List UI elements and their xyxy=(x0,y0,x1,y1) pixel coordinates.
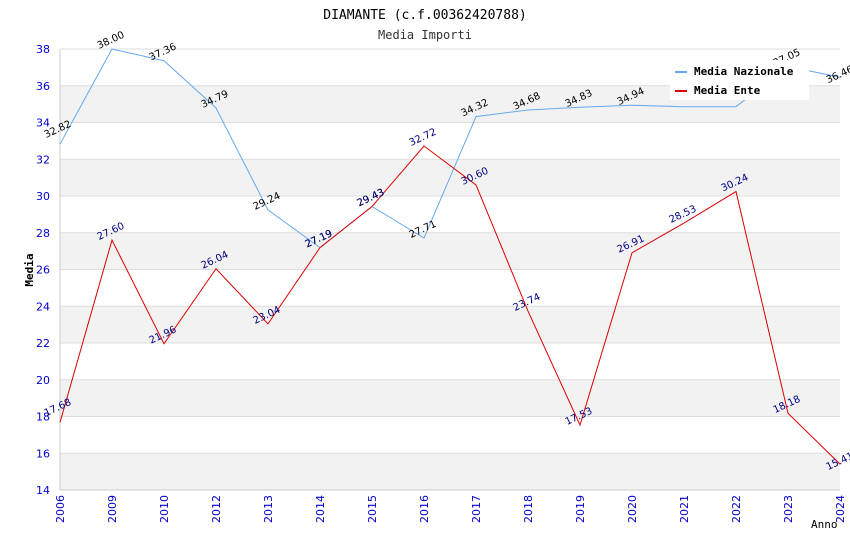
y-tick-label: 22 xyxy=(36,337,50,350)
chart-subtitle: Media Importi xyxy=(378,28,472,42)
y-axis-ticks: 14 16 18 20 22 24 26 28 30 32 34 36 38 xyxy=(36,43,50,497)
y-tick-label: 30 xyxy=(36,190,50,203)
grid-band xyxy=(60,343,840,380)
x-axis-ticks: 2006 2009 2010 2012 2013 2014 2015 2016 2017 2018… xyxy=(54,495,847,523)
x-tick-label: 2018 xyxy=(522,495,535,523)
grid-band xyxy=(60,416,840,454)
grid-band xyxy=(60,306,840,343)
legend-label-nazionale: Media Nazionale xyxy=(694,65,794,78)
y-tick-label: 36 xyxy=(36,80,50,93)
x-tick-label: 2013 xyxy=(262,495,275,523)
y-tick-label: 32 xyxy=(36,153,50,166)
y-tick-label: 38 xyxy=(36,43,50,56)
grid-band xyxy=(60,269,840,307)
y-tick-label: 14 xyxy=(36,484,50,497)
y-tick-label: 26 xyxy=(36,264,50,277)
x-tick-label: 2022 xyxy=(730,495,743,523)
grid-band xyxy=(60,196,840,233)
grid-band xyxy=(60,453,840,490)
x-tick-label: 2014 xyxy=(314,495,327,523)
x-tick-label: 2006 xyxy=(54,495,67,523)
x-tick-label: 2010 xyxy=(158,495,171,523)
x-tick-label: 2019 xyxy=(574,495,587,523)
series-line-1 xyxy=(59,145,841,465)
x-tick-label: 2017 xyxy=(470,495,483,523)
y-tick-label: 16 xyxy=(36,447,50,460)
data-label: 38.00 xyxy=(96,30,127,52)
x-tick-label: 2009 xyxy=(106,495,119,523)
grid-band xyxy=(60,379,840,417)
chart-title: DIAMANTE (c.f.00362420788) xyxy=(323,8,527,23)
y-tick-label: 28 xyxy=(36,227,50,240)
y-tick-label: 20 xyxy=(36,374,50,387)
x-tick-label: 2015 xyxy=(366,495,379,523)
x-tick-label: 2023 xyxy=(782,495,795,523)
x-tick-label: 2012 xyxy=(210,495,223,523)
x-axis-label: Anno xyxy=(811,518,838,531)
y-tick-label: 18 xyxy=(36,411,50,424)
series-lines xyxy=(59,48,841,465)
grid-band xyxy=(60,122,840,160)
legend: Media Nazionale Media Ente xyxy=(670,60,809,100)
series-line-0 xyxy=(59,48,841,249)
y-axis-label: Media xyxy=(23,253,36,286)
grid-band xyxy=(60,232,840,270)
y-tick-label: 24 xyxy=(36,300,50,313)
x-tick-label: 2024 xyxy=(834,495,847,523)
background-bands xyxy=(60,49,840,490)
y-tick-label: 34 xyxy=(36,117,50,130)
x-tick-label: 2016 xyxy=(418,495,431,523)
x-tick-label: 2021 xyxy=(678,495,691,523)
legend-label-ente: Media Ente xyxy=(694,84,761,97)
legend-box xyxy=(670,60,809,100)
x-tick-label: 2020 xyxy=(626,495,639,523)
